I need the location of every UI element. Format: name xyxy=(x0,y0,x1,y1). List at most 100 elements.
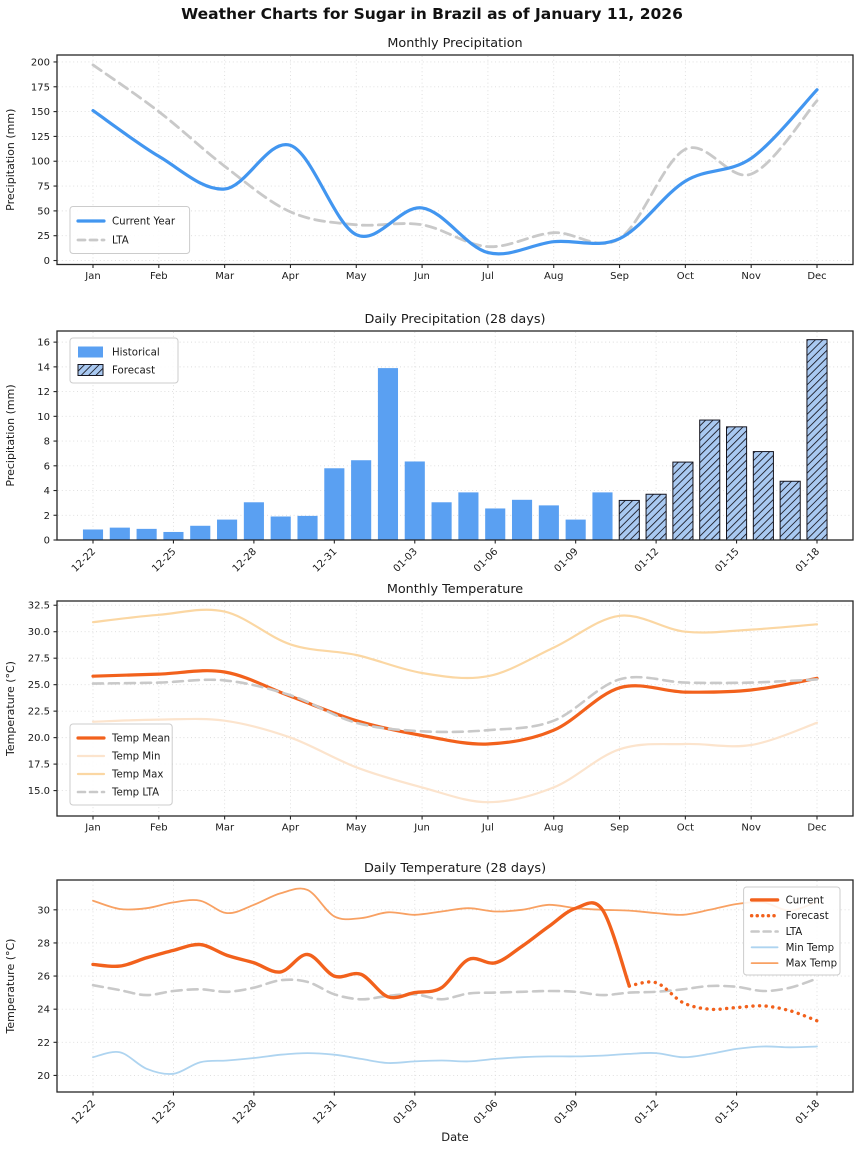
x-axis-ticks: 12-22 12-25 12-28 12-31 01-03 01-06 01-09 01-12… xyxy=(70,1092,822,1127)
series-current-year xyxy=(91,88,819,256)
series-group xyxy=(91,63,819,256)
svg-text:14: 14 xyxy=(37,362,50,373)
series-group xyxy=(82,339,828,541)
svg-text:Current Year: Current Year xyxy=(112,217,176,228)
svg-text:Aug: Aug xyxy=(544,823,564,834)
svg-text:6: 6 xyxy=(44,461,50,472)
svg-text:01-18: 01-18 xyxy=(794,1098,822,1126)
svg-text:15.0: 15.0 xyxy=(28,786,50,797)
series-temp-min xyxy=(91,717,819,804)
svg-text:12-31: 12-31 xyxy=(311,1098,339,1126)
series-temp-lta xyxy=(91,675,819,734)
svg-text:16: 16 xyxy=(37,338,50,349)
series-historical xyxy=(82,368,613,540)
chart-title: Monthly Temperature xyxy=(387,582,523,597)
svg-text:12-25: 12-25 xyxy=(150,1098,178,1126)
svg-text:Temp Min: Temp Min xyxy=(111,752,160,763)
svg-text:Nov: Nov xyxy=(741,271,761,282)
plot-border xyxy=(56,600,854,817)
svg-text:Aug: Aug xyxy=(544,271,564,282)
svg-text:01-15: 01-15 xyxy=(713,1098,741,1126)
series-temp-mean xyxy=(91,669,819,746)
series-lta xyxy=(91,977,819,1001)
series-max-temp xyxy=(92,887,818,921)
gridlines xyxy=(58,602,852,815)
svg-text:Forecast: Forecast xyxy=(112,366,155,377)
svg-text:Feb: Feb xyxy=(150,823,168,834)
svg-text:25.0: 25.0 xyxy=(28,680,50,691)
svg-text:8: 8 xyxy=(44,437,50,448)
y-axis-ticks: 0 25 50 75 100 125 150 175 200 xyxy=(31,57,57,267)
svg-text:20: 20 xyxy=(37,1071,50,1082)
svg-text:01-09: 01-09 xyxy=(552,546,580,574)
svg-text:0: 0 xyxy=(44,536,50,547)
svg-text:Oct: Oct xyxy=(677,271,694,282)
y-axis-label: Precipitation (mm) xyxy=(4,109,17,211)
series-lta xyxy=(91,63,819,249)
svg-text:12-25: 12-25 xyxy=(150,546,178,574)
svg-text:01-09: 01-09 xyxy=(552,1098,580,1126)
series-forecast xyxy=(618,339,828,541)
svg-text:4: 4 xyxy=(44,486,50,497)
svg-text:175: 175 xyxy=(31,82,50,93)
svg-text:26: 26 xyxy=(37,972,50,983)
legend: Current Forecast LTA Min Temp Max Temp xyxy=(743,886,841,976)
svg-text:25: 25 xyxy=(37,231,50,242)
svg-text:Jun: Jun xyxy=(413,271,430,282)
svg-text:01-03: 01-03 xyxy=(392,546,420,574)
chart-daily-precip: 0 2 4 6 8 10 12 14 16 12-22 12-25 12-28 12-31 01-03 01… xyxy=(4,312,854,575)
svg-text:01-18: 01-18 xyxy=(794,546,822,574)
svg-text:150: 150 xyxy=(31,107,50,118)
svg-text:125: 125 xyxy=(31,132,50,143)
svg-text:Dec: Dec xyxy=(807,823,826,834)
x-axis-ticks: 12-22 12-25 12-28 12-31 01-03 01-06 01-09 01-12… xyxy=(70,540,822,575)
svg-text:Max Temp: Max Temp xyxy=(786,959,837,970)
svg-text:22.5: 22.5 xyxy=(28,707,50,718)
x-axis-ticks: Jan Feb Mar Apr May Jun Jul Aug Sep Oct Nov Dec xyxy=(84,816,827,834)
chart-title: Monthly Precipitation xyxy=(387,36,522,51)
series-group xyxy=(91,887,819,1075)
series-temp-max xyxy=(91,608,819,680)
svg-text:12-31: 12-31 xyxy=(311,546,339,574)
plot-border xyxy=(56,330,854,541)
y-axis-label: Temperature (°C) xyxy=(4,939,17,1035)
svg-text:Jun: Jun xyxy=(413,823,430,834)
svg-text:100: 100 xyxy=(31,157,50,168)
plot-border xyxy=(56,879,854,1093)
svg-text:27.5: 27.5 xyxy=(28,654,50,665)
svg-text:01-06: 01-06 xyxy=(472,546,500,574)
svg-text:Feb: Feb xyxy=(150,271,168,282)
svg-text:Sep: Sep xyxy=(610,823,629,834)
y-axis-label: Precipitation (mm) xyxy=(4,384,17,486)
svg-text:Temp Mean: Temp Mean xyxy=(111,734,170,745)
series-min-temp xyxy=(92,1045,818,1075)
plot-border xyxy=(56,54,854,266)
svg-text:17.5: 17.5 xyxy=(28,760,50,771)
svg-text:Jan: Jan xyxy=(84,271,100,282)
figure-title: Weather Charts for Sugar in Brazil as of… xyxy=(181,5,683,23)
y-axis-ticks: 0 2 4 6 8 10 12 14 16 xyxy=(37,338,57,547)
legend: Current Year LTA xyxy=(69,206,191,254)
svg-text:12-22: 12-22 xyxy=(70,1098,98,1126)
y-axis-label: Temperature (°C) xyxy=(4,661,17,757)
svg-text:32.5: 32.5 xyxy=(28,601,50,612)
svg-text:May: May xyxy=(346,271,367,282)
chart-title: Daily Temperature (28 days) xyxy=(364,861,546,876)
svg-text:Sep: Sep xyxy=(610,271,629,282)
svg-text:2: 2 xyxy=(44,511,50,522)
svg-text:30.0: 30.0 xyxy=(28,627,50,638)
svg-text:Historical: Historical xyxy=(112,348,160,359)
svg-text:75: 75 xyxy=(37,182,50,193)
svg-text:12-28: 12-28 xyxy=(231,546,259,574)
chart-daily-temp: 20 22 24 26 28 30 12-22 12-25 12-28 12-31 01-03 01-… xyxy=(4,861,854,1144)
svg-text:01-03: 01-03 xyxy=(392,1098,420,1126)
svg-text:May: May xyxy=(346,823,367,834)
svg-text:50: 50 xyxy=(37,206,50,217)
series-current xyxy=(91,901,631,1000)
svg-text:12-28: 12-28 xyxy=(231,1098,259,1126)
svg-text:Apr: Apr xyxy=(282,823,300,834)
svg-text:Jan: Jan xyxy=(84,823,100,834)
svg-text:Jul: Jul xyxy=(481,271,494,282)
svg-text:Temp LTA: Temp LTA xyxy=(111,788,159,799)
